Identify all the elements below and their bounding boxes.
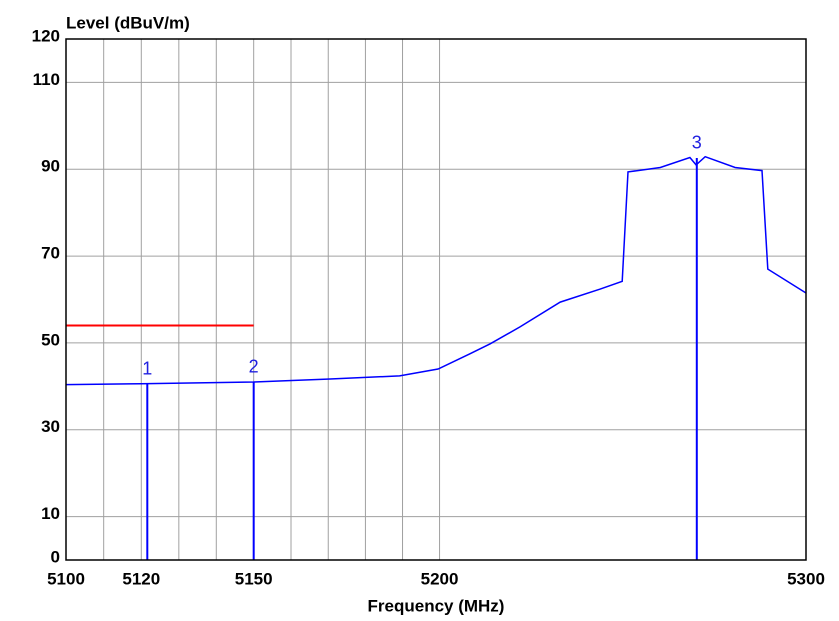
y-tick-label: 120 bbox=[32, 26, 60, 45]
x-tick-label: 5200 bbox=[421, 569, 459, 588]
x-tick-label: 5100 bbox=[47, 569, 85, 588]
y-tick-label: 0 bbox=[51, 547, 60, 566]
y-axis-label: Level (dBuV/m) bbox=[66, 13, 190, 32]
marks bbox=[65, 155, 807, 560]
plot-border bbox=[65, 38, 807, 561]
y-tick-label: 110 bbox=[33, 70, 60, 89]
trace bbox=[65, 155, 807, 386]
marker-label: 3 bbox=[692, 133, 702, 153]
y-tick-label: 70 bbox=[41, 244, 60, 263]
y-tick-label: 90 bbox=[41, 157, 60, 176]
y-tick-label: 50 bbox=[41, 330, 60, 349]
y-tick-label: 30 bbox=[41, 417, 60, 436]
y-tick-label: 10 bbox=[41, 504, 60, 523]
marker-label: 2 bbox=[249, 357, 259, 377]
marker-label: 1 bbox=[142, 358, 152, 378]
x-tick-label: 5300 bbox=[787, 569, 825, 588]
x-axis-label: Frequency (MHz) bbox=[368, 596, 505, 615]
plot-area bbox=[66, 39, 806, 560]
x-tick-label: 5150 bbox=[235, 569, 273, 588]
x-tick-label: 5120 bbox=[122, 569, 160, 588]
